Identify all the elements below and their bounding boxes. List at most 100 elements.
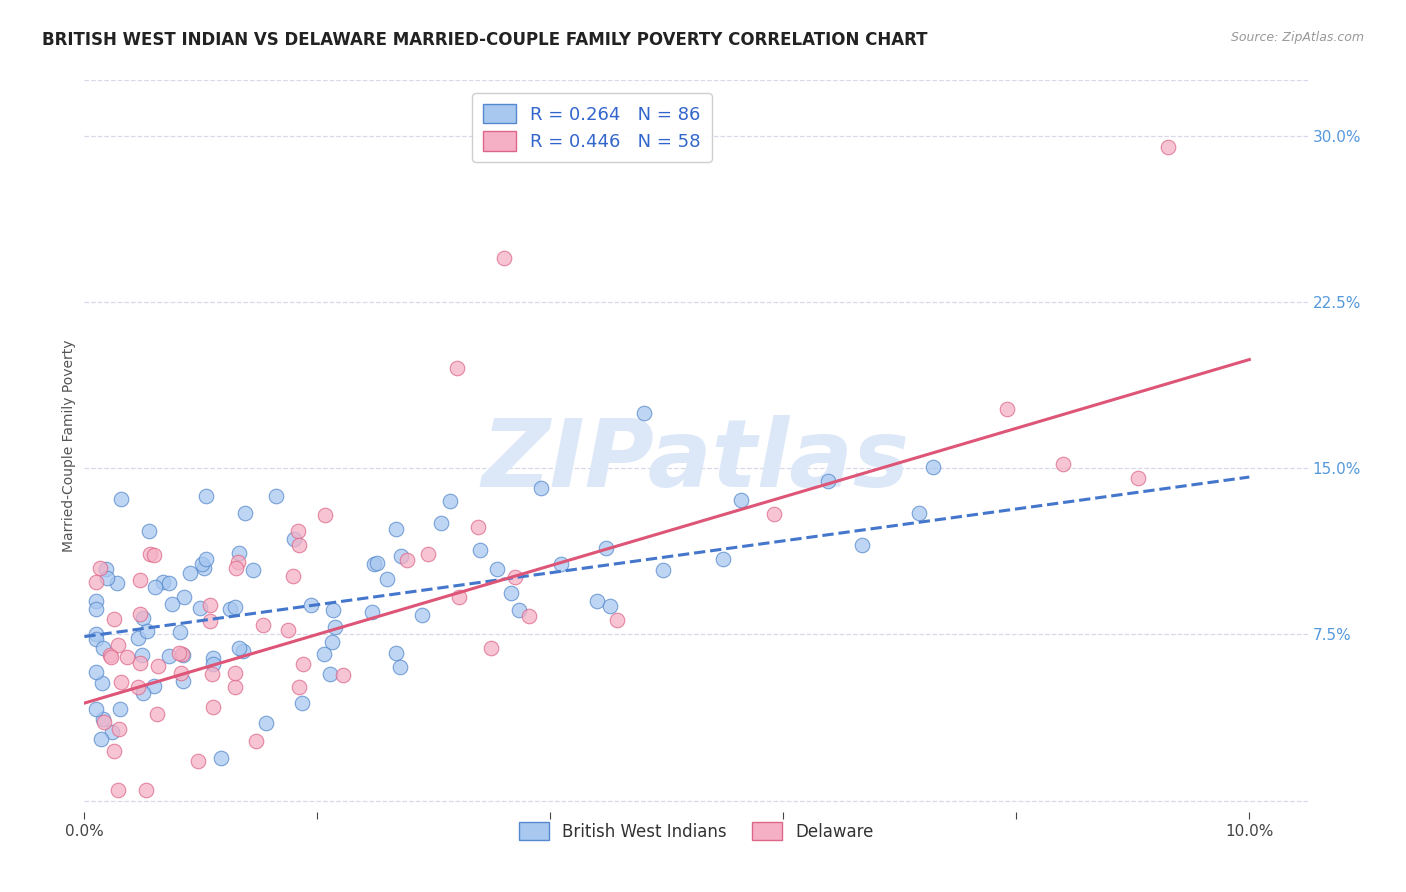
Point <box>98 648 121 663</box>
Point <box>173 590 195 604</box>
Point <box>517 608 540 623</box>
Point <box>479 640 502 655</box>
Point <box>201 699 224 714</box>
Point <box>606 613 628 627</box>
Point <box>152 574 174 589</box>
Point <box>96 571 118 585</box>
Point <box>921 460 943 475</box>
Point <box>233 506 256 520</box>
Point <box>486 562 509 576</box>
Point <box>131 648 153 662</box>
Point <box>145 706 167 721</box>
Point <box>439 494 461 508</box>
Point <box>139 548 162 562</box>
Point <box>128 607 150 621</box>
Point <box>377 572 399 586</box>
Point <box>100 649 122 664</box>
Point <box>157 576 180 591</box>
Point <box>201 657 224 672</box>
Point <box>256 715 278 730</box>
Point <box>225 560 247 574</box>
Point <box>550 558 572 572</box>
Point <box>101 725 124 739</box>
Point <box>446 361 468 376</box>
Point <box>110 491 132 506</box>
Point <box>508 603 530 617</box>
Point <box>127 631 149 645</box>
Point <box>322 602 344 616</box>
Point <box>470 543 492 558</box>
Point <box>108 702 131 716</box>
Point <box>89 561 111 575</box>
Point <box>416 547 439 561</box>
Point <box>851 538 873 552</box>
Point <box>467 520 489 534</box>
Point <box>252 618 274 632</box>
Point <box>157 648 180 663</box>
Point <box>430 516 453 530</box>
Point <box>586 594 609 608</box>
Point <box>652 563 675 577</box>
Point <box>160 597 183 611</box>
Point <box>291 696 314 710</box>
Point <box>388 660 411 674</box>
Point <box>188 600 211 615</box>
Point <box>84 575 107 590</box>
Point <box>167 646 190 660</box>
Point <box>396 553 419 567</box>
Point <box>817 474 839 488</box>
Point <box>321 634 343 648</box>
Point <box>1052 458 1074 472</box>
Point <box>1128 471 1150 485</box>
Point <box>143 548 166 562</box>
Point <box>194 552 217 566</box>
Point <box>107 722 129 736</box>
Point <box>191 558 214 572</box>
Point <box>762 508 785 522</box>
Point <box>202 651 225 665</box>
Point <box>198 614 221 628</box>
Point <box>595 541 617 555</box>
Point <box>84 627 107 641</box>
Point <box>107 638 129 652</box>
Point <box>385 646 408 660</box>
Point <box>299 599 322 613</box>
Point <box>138 524 160 538</box>
Point <box>200 599 222 613</box>
Point <box>132 686 155 700</box>
Point <box>84 632 107 647</box>
Point <box>505 570 527 584</box>
Point <box>107 782 129 797</box>
Point <box>143 580 166 594</box>
Point <box>287 524 309 538</box>
Point <box>136 624 159 639</box>
Point <box>224 666 246 681</box>
Point <box>312 647 335 661</box>
Point <box>283 532 305 546</box>
Point <box>187 754 209 768</box>
Point <box>501 585 523 599</box>
Point <box>91 712 114 726</box>
Point <box>314 508 336 523</box>
Point <box>146 659 169 673</box>
Point <box>84 601 107 615</box>
Point <box>242 562 264 576</box>
Point <box>103 612 125 626</box>
Point <box>384 522 406 536</box>
Point <box>127 680 149 694</box>
Point <box>907 506 929 520</box>
Point <box>128 656 150 670</box>
Point <box>633 406 655 420</box>
Point <box>224 599 246 614</box>
Point <box>995 401 1018 416</box>
Point <box>179 566 201 581</box>
Point <box>264 490 287 504</box>
Point <box>411 607 433 622</box>
Point <box>361 605 384 619</box>
Point <box>363 557 385 571</box>
Point <box>332 668 354 682</box>
Point <box>228 641 250 656</box>
Point <box>287 680 309 694</box>
Text: BRITISH WEST INDIAN VS DELAWARE MARRIED-COUPLE FAMILY POVERTY CORRELATION CHART: BRITISH WEST INDIAN VS DELAWARE MARRIED-… <box>42 31 928 49</box>
Point <box>245 734 267 748</box>
